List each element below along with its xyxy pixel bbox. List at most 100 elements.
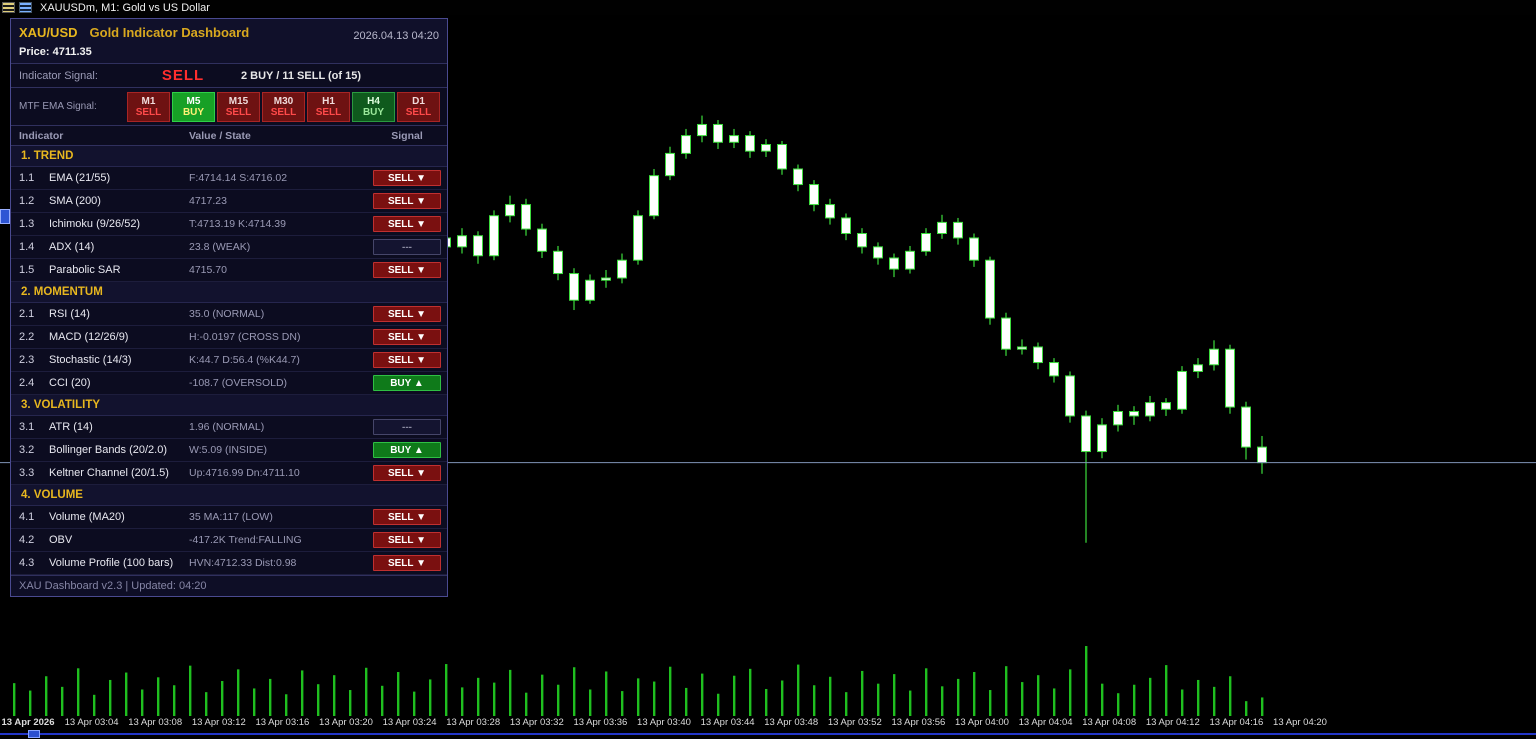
indicator-row: 2.1 RSI (14) 35.0 (NORMAL) SELL ▼ [11,303,447,326]
dashboard-title: Gold Indicator Dashboard [89,25,250,40]
scrollbar-line[interactable] [0,733,1536,735]
volume-bar [173,685,176,716]
candle [537,223,547,258]
volume-bar [109,679,112,716]
indicator-number: 3.1 [19,421,35,433]
chart-object-marker[interactable] [0,209,10,224]
candle [697,115,707,143]
candle [793,164,803,192]
volume-bar [13,683,16,716]
volume-bar [669,666,672,716]
signal-button[interactable]: SELL ▼ [373,352,441,368]
signal-button[interactable]: SELL ▼ [373,509,441,525]
time-label: 13 Apr 03:24 [382,717,437,728]
mtf-cell-m1[interactable]: M1 SELL [127,91,170,122]
volume-bar [541,674,544,716]
candle [1161,398,1171,416]
time-label: 13 Apr 04:04 [1018,717,1073,728]
indicator-number: 1.4 [19,241,35,253]
time-label: 13 Apr 2026 [1,717,55,728]
chart-title-bar: XAUUSDm, M1: Gold vs US Dollar [0,0,1536,15]
volume-bar [1213,686,1216,716]
volume-bar [765,688,768,716]
signal-button[interactable]: --- [373,419,441,435]
candle [729,128,739,149]
candle [1225,344,1235,414]
signal-button[interactable]: SELL ▼ [373,532,441,548]
mtf-signal-label: SELL [135,106,162,118]
time-label: 13 Apr 04:00 [955,717,1009,728]
indicator-dashboard: XAU/USD Gold Indicator Dashboard Price: 4… [10,18,448,597]
volume-bar [301,670,304,716]
indicator-name: RSI (14) [49,308,90,320]
indicator-row: 3.2 Bollinger Bands (20/2.0) W:5.09 (INSID… [11,439,447,462]
volume-bar [381,685,384,716]
mtf-signal-label: SELL [405,106,432,118]
candle [857,228,867,254]
signal-button[interactable]: SELL ▼ [373,216,441,232]
signal-button[interactable]: SELL ▼ [373,170,441,186]
candle [761,139,771,157]
signal-button[interactable]: --- [373,239,441,255]
volume-bar [893,674,896,716]
volume-bar [397,672,400,716]
mtf-signal-label: SELL [270,106,297,118]
candle [1193,358,1203,379]
mtf-timeframe-label: M15 [228,95,249,107]
volume-bar [989,690,992,716]
volume-bar [45,676,48,716]
mtf-cell-m30[interactable]: M30 SELL [262,91,305,122]
indicator-number: 4.3 [19,557,35,569]
candle [969,233,979,267]
scroll-icon[interactable] [28,730,40,738]
volume-bar [573,667,576,716]
candle [953,217,963,245]
indicator-row: 1.3 Ichimoku (9/26/52) T:4713.19 K:4714.39… [11,213,447,236]
signal-button[interactable]: SELL ▼ [373,555,441,571]
mtf-cell-h1[interactable]: H1 SELL [307,91,350,122]
indicator-name: MACD (12/26/9) [49,331,129,343]
mtf-timeframe-label: H4 [367,95,380,107]
signal-button[interactable]: SELL ▼ [373,465,441,481]
signal-button[interactable]: BUY ▲ [373,375,441,391]
candles-series [441,115,1267,543]
volume-bar [621,691,624,716]
signal-button[interactable]: SELL ▼ [373,193,441,209]
indicator-value: 1.96 (NORMAL) [189,421,265,433]
mtf-cell-m5[interactable]: M5 BUY [172,91,215,122]
indicator-row: 4.1 Volume (MA20) 35 MA:117 (LOW) SELL ▼ [11,506,447,529]
volume-bar [957,678,960,716]
candle [1257,435,1267,474]
candle [777,140,787,175]
chart-menu-icon[interactable] [2,2,15,13]
signal-button[interactable]: SELL ▼ [373,329,441,345]
volume-bar [205,692,208,716]
table-column-header: Indicator Value / State Signal [11,126,447,146]
mtf-ema-row: MTF EMA Signal: M1 SELL M5 BUY M15 SELL M30 SEL… [11,88,447,126]
volume-bar [637,678,640,716]
candle [1081,410,1091,543]
volume-bar [749,668,752,716]
time-label: 13 Apr 04:08 [1082,717,1137,728]
candle [1145,395,1155,422]
mtf-cell-d1[interactable]: D1 SELL [397,91,440,122]
indicator-number: 1.1 [19,172,35,184]
chart-symbol-icon[interactable] [19,2,32,13]
indicator-row: 2.3 Stochastic (14/3) K:44.7 D:56.4 (%K44.… [11,349,447,372]
mtf-cell-m15[interactable]: M15 SELL [217,91,260,122]
signal-button[interactable]: BUY ▲ [373,442,441,458]
signal-button[interactable]: SELL ▼ [373,306,441,322]
volume-bar [845,692,848,716]
volume-bar [125,672,128,716]
volume-bar [157,677,160,716]
indicator-number: 2.1 [19,308,35,320]
mtf-cell-h4[interactable]: H4 BUY [352,91,395,122]
candle [585,274,595,304]
signal-button[interactable]: SELL ▼ [373,262,441,278]
bottom-scrollbar[interactable] [0,729,1536,739]
indicator-name: ATR (14) [49,421,93,433]
time-axis[interactable]: 13 Apr 2026 13 Apr 03:04 13 Apr 03:08 13 Ap… [0,717,1536,729]
candle [937,214,947,239]
volume-bar [269,678,272,716]
time-label: 13 Apr 03:56 [891,717,946,728]
